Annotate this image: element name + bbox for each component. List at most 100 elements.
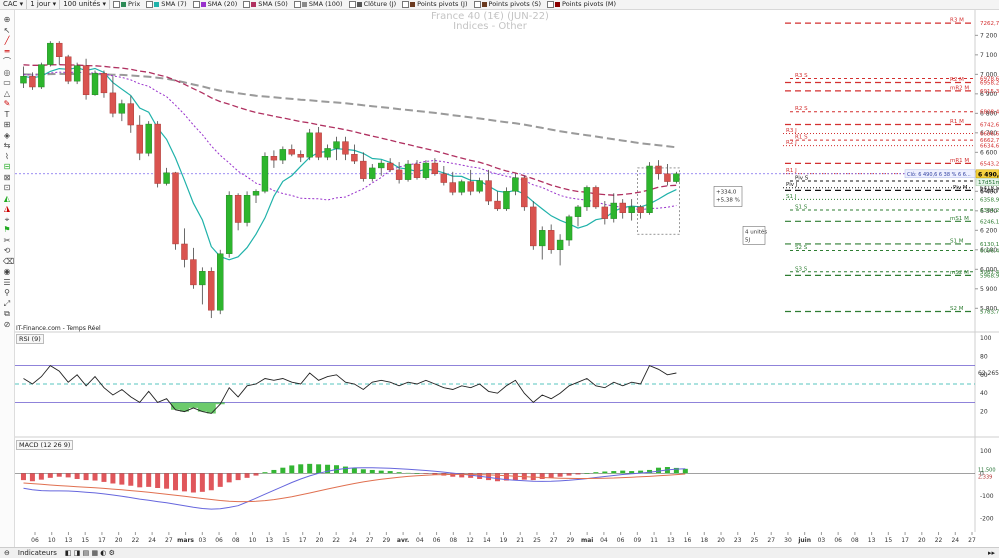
circle-icon[interactable]: ◎: [3, 67, 11, 77]
candle-body: [243, 195, 251, 223]
candle-body: [646, 165, 653, 213]
pivot-value: 6742,6: [980, 123, 999, 129]
price-tick-label: 7 200: [980, 32, 997, 39]
x-tick-label: 23: [734, 537, 742, 544]
macd-tick-label: -100: [980, 493, 994, 500]
x-tick-label: 22: [332, 537, 340, 544]
checkbox-icon[interactable]: [293, 1, 301, 8]
text-icon[interactable]: T: [4, 109, 10, 119]
candle-body: [422, 162, 430, 178]
units-select[interactable]: 100 unités ▾: [60, 0, 111, 9]
indicator-toggle-1[interactable]: SMA (7): [143, 0, 189, 9]
list-icon[interactable]: ☰: [3, 277, 11, 287]
hline-icon[interactable]: ═: [4, 46, 10, 56]
x-tick-label: 20: [316, 537, 324, 544]
channel-down-icon[interactable]: ◮: [3, 204, 11, 213]
crosshair-icon[interactable]: ⊕: [3, 15, 11, 24]
x-tick-label: 27: [165, 537, 173, 544]
expand-icon[interactable]: ⤢: [3, 298, 11, 308]
color-swatch: [121, 2, 127, 7]
symbol-select[interactable]: CAC ▾: [0, 0, 28, 9]
target-icon[interactable]: ⌖: [4, 214, 10, 224]
fibonacci-icon[interactable]: ⌇: [5, 151, 9, 161]
scroll-right-icon[interactable]: ▸▸: [987, 549, 995, 557]
indicator-toggle-5[interactable]: Clôture (J): [346, 0, 400, 9]
macd-histogram-bar: [128, 473, 134, 486]
cursor-icon[interactable]: ↖: [3, 25, 11, 35]
zoom-out-icon[interactable]: ⊖: [4, 549, 10, 557]
x-tick-label: 04: [600, 537, 608, 544]
indicator-toggle-6[interactable]: Points pivots (J): [399, 0, 470, 9]
indicator-toggle-2[interactable]: SMA (20): [190, 0, 241, 9]
trendline-icon[interactable]: ╱: [4, 36, 10, 45]
checkbox-icon[interactable]: [192, 1, 200, 8]
macd-histogram-bar: [405, 472, 411, 474]
checkbox-icon[interactable]: [348, 1, 356, 8]
indicator-toggle-7[interactable]: Points pivots (S): [471, 0, 545, 9]
x-tick-label: mai: [581, 537, 593, 544]
checkbox-icon[interactable]: [547, 1, 555, 8]
indicator-toggle-3[interactable]: SMA (50): [240, 0, 291, 9]
checkbox-icon[interactable]: [473, 1, 481, 8]
rectangle-icon[interactable]: ▭: [3, 78, 11, 87]
macd-histogram-bar: [647, 469, 653, 474]
zoom-box-icon[interactable]: ⊠: [3, 172, 11, 182]
indicator-toggle-0[interactable]: Prix: [110, 0, 143, 9]
copy-icon[interactable]: ⧉: [4, 309, 10, 318]
grid-icon[interactable]: ⊞: [3, 120, 11, 129]
candle-body: [127, 103, 134, 126]
indicator-toggle-4[interactable]: SMA (100): [291, 0, 346, 9]
candle-body: [47, 42, 54, 65]
scissors-icon[interactable]: ✂: [3, 235, 11, 245]
checkbox-icon[interactable]: [402, 1, 410, 8]
timeframe-select[interactable]: 1 jour ▾: [27, 0, 61, 9]
macd-histogram-bar: [146, 473, 152, 487]
color-swatch: [251, 2, 257, 7]
x-tick-label: 25: [751, 537, 759, 544]
erase-icon[interactable]: ⌫: [3, 256, 15, 266]
macd-tick-label: -200: [980, 515, 994, 522]
x-tick-label: 27: [550, 537, 558, 544]
zoom-out-icon[interactable]: ⊟: [3, 162, 11, 171]
x-tick-label: 08: [232, 537, 240, 544]
macd-histogram-bar: [280, 467, 286, 474]
channel-up-icon[interactable]: ◭: [3, 193, 11, 203]
price-tick-label: 6 300: [980, 208, 997, 215]
triangle-icon[interactable]: △: [3, 88, 11, 98]
pencil-icon[interactable]: ✎: [3, 99, 11, 108]
macd-panel-label[interactable]: MACD (12 26 9): [16, 440, 74, 450]
candle-body: [217, 253, 224, 311]
pattern-icon[interactable]: ◈: [3, 130, 11, 140]
flag-icon[interactable]: ⚑: [3, 225, 11, 234]
checkbox-icon[interactable]: [146, 1, 154, 8]
x-tick-label: 12: [466, 537, 474, 544]
arc-icon[interactable]: ⌒: [3, 57, 11, 66]
indicator-toggle-8[interactable]: Points pivots (M): [544, 0, 619, 9]
swap-icon[interactable]: ⇆: [3, 141, 11, 150]
candle-body: [118, 103, 126, 114]
hide-icon[interactable]: ⊘: [3, 319, 11, 329]
select-icon[interactable]: ⊡: [3, 183, 11, 192]
macd-histogram-bar: [208, 473, 214, 491]
x-tick-label: 03: [199, 537, 207, 544]
candle-body: [440, 173, 448, 183]
macd-histogram-bar: [164, 473, 170, 489]
candle-body: [351, 154, 358, 162]
toolbar-icons[interactable]: ◧ ◨ ▤ ▦ ◐ ⚙: [64, 549, 115, 557]
checkbox-icon[interactable]: [243, 1, 251, 8]
candle-body: [467, 181, 474, 192]
price-tick-label: 6 400: [980, 188, 997, 195]
undo-icon[interactable]: ⟲: [3, 246, 11, 255]
macd-histogram-bar: [253, 473, 259, 476]
indicators-button[interactable]: Indicateurs: [17, 549, 57, 557]
rsi-panel-label[interactable]: RSI (9): [16, 334, 44, 344]
marker-icon[interactable]: ◉: [3, 267, 11, 276]
x-tick-label: 06: [31, 537, 39, 544]
search-icon[interactable]: ⚲: [4, 288, 10, 297]
macd-histogram-bar: [566, 473, 572, 476]
price-tick-label: 5 800: [980, 305, 997, 312]
checkbox-icon[interactable]: [113, 1, 121, 8]
macd-histogram-bar: [235, 473, 241, 481]
macd-histogram-bar: [369, 469, 375, 474]
